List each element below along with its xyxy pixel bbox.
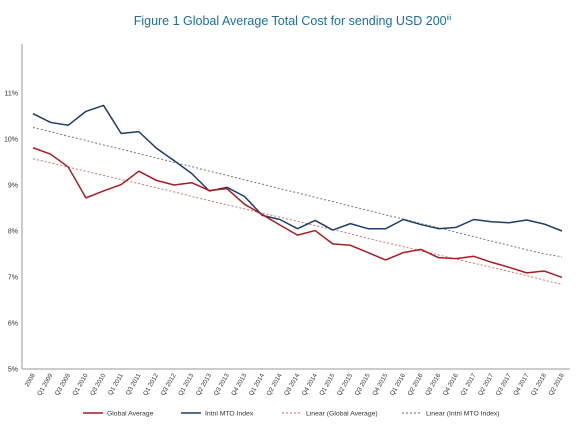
x-tick-label: Q1 2017 bbox=[459, 372, 477, 397]
x-tick-label: Q3 2017 bbox=[495, 372, 513, 397]
y-tick-label: 9% bbox=[8, 183, 18, 190]
series-line-3 bbox=[32, 127, 563, 258]
series-line-1 bbox=[32, 104, 563, 232]
x-tick-label: Q4 2015 bbox=[371, 372, 389, 397]
x-tick-label: 2008 bbox=[24, 372, 37, 388]
x-tick-label: Q4 2017 bbox=[512, 372, 530, 397]
x-tick-label: Q2 2017 bbox=[477, 372, 495, 397]
y-tick-labels: 5% 6% 7% 8% 9% 10% 11% bbox=[4, 91, 18, 374]
legend-label: Global Average bbox=[107, 411, 154, 418]
x-tick-label: Q2 2013 bbox=[195, 372, 213, 397]
x-tick-label: Q4 2014 bbox=[301, 372, 319, 397]
x-tick-label: Q3 2016 bbox=[424, 372, 442, 397]
x-tick-label: Q2 2015 bbox=[336, 372, 354, 397]
legend-label: Linear (Global Average) bbox=[306, 411, 378, 418]
y-tick-label: 5% bbox=[8, 367, 18, 374]
x-tick-label: Q2 2016 bbox=[407, 372, 425, 397]
x-tick-label: Q1 2012 bbox=[142, 372, 160, 397]
x-tick-label: Q4 2013 bbox=[230, 372, 248, 397]
x-tick-label: Q3 2009 bbox=[54, 372, 72, 397]
x-tick-label: Q3 2014 bbox=[283, 372, 301, 397]
series-lines bbox=[32, 104, 563, 285]
x-tick-label: Q3 2011 bbox=[125, 372, 143, 396]
legend-label: Linear (Intnl MTO Index) bbox=[426, 411, 500, 418]
x-tick-label: Q3 2015 bbox=[354, 372, 372, 397]
x-tick-label: Q1 2015 bbox=[318, 372, 336, 397]
x-tick-label: Q1 2011 bbox=[107, 372, 125, 396]
x-tick-label: Q1 2010 bbox=[71, 372, 89, 397]
legend-label: Intnl MTO Index bbox=[205, 411, 254, 418]
chart-title-text: Figure 1 Global Average Total Cost for s… bbox=[133, 14, 447, 28]
y-tick-label: 7% bbox=[8, 275, 18, 282]
y-tick-label: 11% bbox=[5, 91, 19, 98]
x-tick-label: Q1 2016 bbox=[389, 372, 407, 397]
axes bbox=[21, 44, 570, 370]
title-note-marker: iii bbox=[446, 14, 452, 22]
x-tick-label: Q1 2018 bbox=[530, 372, 548, 397]
x-tick-label: Q2 2018 bbox=[548, 372, 566, 397]
series-line-2 bbox=[32, 158, 563, 285]
x-tick-labels: 2008 Q1 2009 Q3 2009 Q1 2010 Q3 2010 Q1 2011 Q… bbox=[24, 372, 566, 397]
x-tick-label: Q1 2009 bbox=[36, 372, 54, 397]
x-tick-label: Q1 2013 bbox=[177, 372, 195, 397]
chart-title: Figure 1 Global Average Total Cost for s… bbox=[0, 14, 585, 28]
y-tick-label: 10% bbox=[4, 137, 18, 144]
x-tick-label: Q3 2012 bbox=[160, 372, 178, 397]
series-line-0 bbox=[32, 147, 563, 279]
x-tick-label: Q3 2013 bbox=[213, 372, 231, 397]
x-tick-label: Q4 2016 bbox=[442, 372, 460, 397]
y-tick-label: 6% bbox=[8, 321, 18, 328]
y-tick-label: 8% bbox=[8, 229, 18, 236]
x-tick-label: Q2 2014 bbox=[265, 372, 283, 397]
x-tick-label: Q1 2014 bbox=[248, 372, 266, 397]
x-tick-label: Q3 2010 bbox=[89, 372, 107, 397]
legend: Global Average Intnl MTO Index Linear (Glo… bbox=[83, 411, 500, 418]
